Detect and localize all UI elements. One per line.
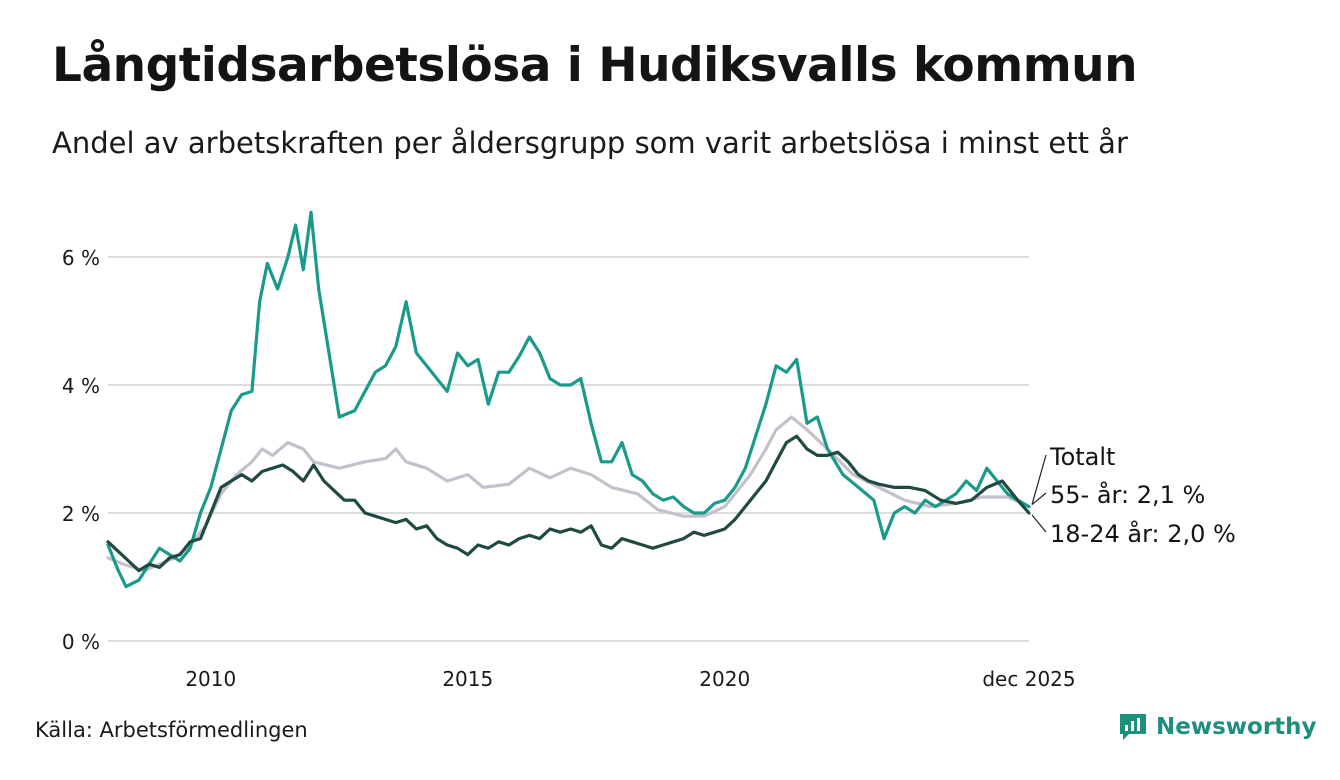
chart-subtitle: Andel av arbetskraften per åldersgrupp s… xyxy=(52,126,1128,160)
chart-title: Långtidsarbetslösa i Hudiksvalls kommun xyxy=(52,38,1138,93)
series-line-teal xyxy=(106,210,1031,589)
y-tick-label: 2 % xyxy=(62,502,100,526)
source-note: Källa: Arbetsförmedlingen xyxy=(35,718,308,742)
series-line-gray xyxy=(106,415,1031,573)
x-tick-label: dec 2025 xyxy=(982,667,1075,691)
x-tick-label: 2020 xyxy=(699,667,750,691)
series-lines xyxy=(106,210,1031,589)
series-label-dark: 18-24 år: 2,0 % xyxy=(1050,519,1236,548)
series-label-gray: Totalt xyxy=(1049,443,1115,471)
series-label-teal: 55- år: 2,1 % xyxy=(1050,480,1205,509)
x-axis-ticks: 2010 2015 2020 dec 2025 xyxy=(185,667,1075,691)
line-chart: 0 % 2 % 4 % 6 % 2010 2015 2020 dec 2025 Totalt… xyxy=(62,210,1236,691)
y-tick-label: 4 % xyxy=(62,374,100,398)
gridlines xyxy=(108,256,1029,642)
newsworthy-icon xyxy=(1120,714,1146,740)
label-leader xyxy=(1031,514,1047,533)
brand-name: Newsworthy xyxy=(1156,714,1317,740)
series-labels: Totalt 55- år: 2,1 % 18-24 år: 2,0 % xyxy=(1031,443,1236,548)
y-tick-label: 6 % xyxy=(62,246,100,270)
x-tick-label: 2015 xyxy=(442,667,493,691)
y-tick-label: 0 % xyxy=(62,630,100,654)
brand-logo[interactable]: Newsworthy xyxy=(1118,712,1317,742)
y-axis-ticks: 0 % 2 % 4 % 6 % xyxy=(62,246,100,654)
label-leader xyxy=(1031,492,1047,506)
x-tick-label: 2010 xyxy=(185,667,236,691)
series-line-dark xyxy=(106,434,1031,573)
label-leader xyxy=(1031,454,1047,505)
